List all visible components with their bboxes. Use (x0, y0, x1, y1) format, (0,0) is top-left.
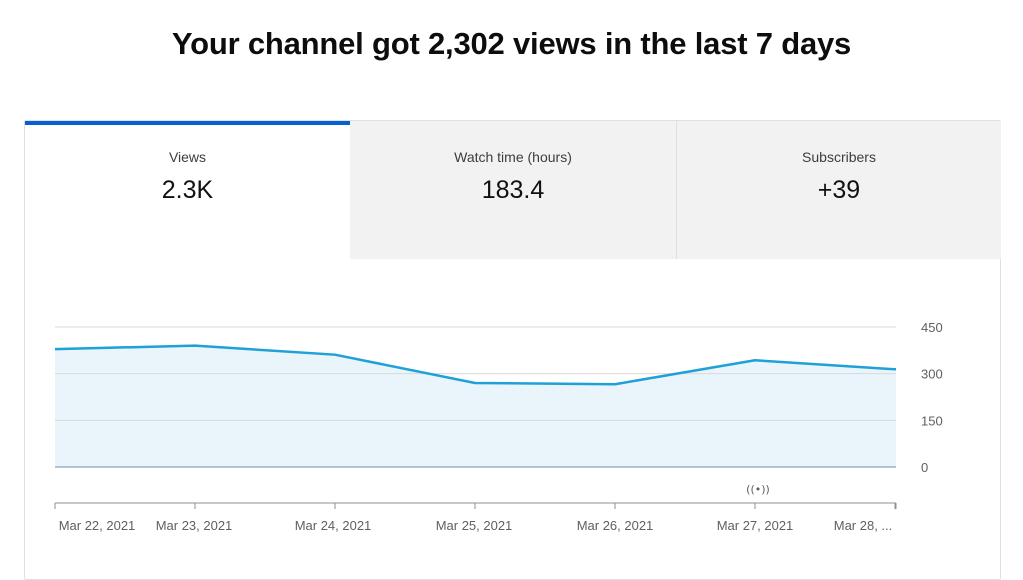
page-headline: Your channel got 2,302 views in the last… (171, 26, 852, 61)
tab-watch-time[interactable]: Watch time (hours) 183.4 (350, 121, 676, 259)
y-tick-label: 450 (921, 320, 943, 335)
x-tick-label: Mar 27, 2021 (717, 518, 794, 533)
tab-watch-time-value: 183.4 (481, 176, 545, 204)
x-tick-label: Mar 28, ... (834, 518, 893, 533)
x-tick-label: Mar 23, 2021 (156, 518, 233, 533)
tab-views-label: Views (168, 149, 207, 165)
tab-divider (676, 121, 677, 259)
views-line (54, 344, 897, 386)
metric-tabs: Views 2.3K Watch time (hours) 183.4 Subs… (25, 121, 1001, 259)
views-area-fill (55, 345, 896, 467)
tab-subscribers[interactable]: Subscribers +39 (677, 121, 1001, 259)
y-tick-label: 0 (921, 460, 928, 475)
tab-subscribers-value: +39 (817, 176, 861, 204)
y-tick-label: 150 (921, 413, 943, 428)
realtime-icon: ((•)) (746, 483, 770, 496)
tab-subscribers-label: Subscribers (802, 149, 876, 165)
tab-watch-time-label: Watch time (hours) (454, 149, 572, 165)
tab-views-value: 2.3K (161, 176, 214, 204)
x-tick-label: Mar 25, 2021 (436, 518, 513, 533)
x-tick-label: Mar 22, 2021 (59, 518, 136, 533)
x-tick-label: Mar 24, 2021 (295, 518, 372, 533)
y-tick-label: 300 (921, 367, 943, 382)
x-tick-label: Mar 26, 2021 (577, 518, 654, 533)
analytics-card: Views 2.3K Watch time (hours) 183.4 Subs… (24, 120, 1001, 580)
tab-views[interactable]: Views 2.3K (25, 121, 350, 259)
